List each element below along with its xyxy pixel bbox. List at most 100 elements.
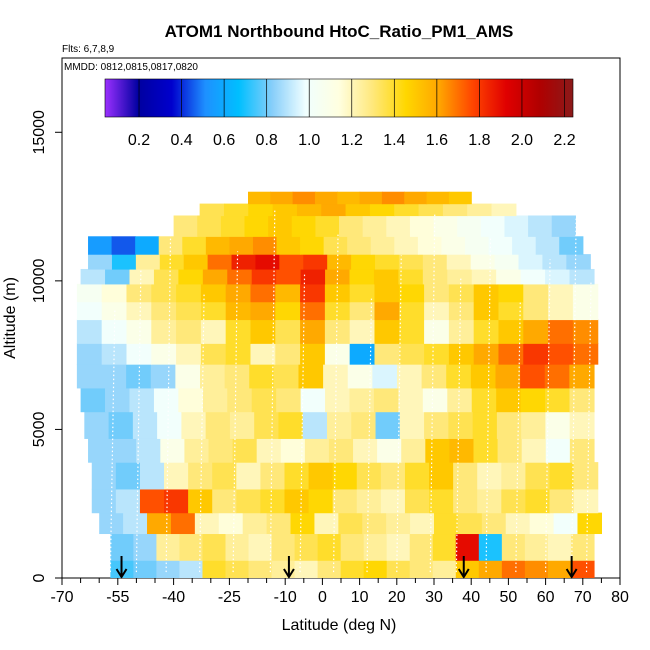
- heatmap-cell: [332, 462, 358, 490]
- flight-profile-line: [232, 251, 239, 573]
- heatmap-cell: [409, 215, 435, 237]
- heatmap-cell: [409, 560, 434, 578]
- x-axis-label: Latitude (deg N): [282, 617, 397, 634]
- heatmap-cell: [498, 343, 524, 365]
- heatmap-cell: [151, 283, 177, 303]
- heatmap-cell: [300, 343, 326, 365]
- heatmap-cell: [110, 533, 134, 561]
- heatmap-cell: [248, 191, 271, 205]
- heatmap-cell: [339, 215, 364, 237]
- heatmap-cell: [80, 387, 106, 413]
- heatmap-cell: [524, 533, 549, 561]
- heatmap-cell: [471, 387, 497, 413]
- heatmap-cell: [548, 283, 574, 303]
- heatmap-cell: [200, 343, 227, 365]
- colorbar-tick-label: 0.8: [256, 132, 278, 149]
- x-tick-label: 60: [537, 589, 555, 606]
- heatmap-cell: [272, 203, 298, 217]
- flight-profile-line: [269, 210, 276, 573]
- heatmap-cell: [91, 488, 117, 514]
- heatmap-cell: [497, 438, 523, 463]
- heatmap-cell: [442, 203, 468, 217]
- flight-profile-line: [545, 259, 551, 573]
- flight-profile-line: [571, 218, 577, 573]
- heatmap-cell: [178, 387, 204, 413]
- heatmap-cell: [386, 560, 411, 578]
- heatmap-cell: [448, 191, 472, 205]
- heatmap-cell: [290, 512, 316, 535]
- heatmap-cell: [496, 268, 522, 285]
- heatmap-cell: [242, 512, 268, 535]
- heatmap-cell: [229, 236, 254, 255]
- heatmap-cell: [256, 438, 282, 463]
- heatmap-cell: [252, 236, 278, 255]
- heatmap-cell: [491, 203, 517, 217]
- heatmap-cell: [426, 191, 450, 205]
- heatmap-cell: [374, 319, 400, 344]
- heatmap-cell: [448, 343, 475, 365]
- heatmap-cell: [370, 236, 395, 255]
- heatmap-cell: [447, 268, 473, 285]
- heatmap-cell: [218, 512, 244, 535]
- heatmap-cell: [212, 462, 237, 490]
- heatmap-cell: [112, 438, 137, 463]
- heatmap-cell: [473, 283, 500, 303]
- heatmap-cell: [88, 254, 113, 270]
- heatmap-cell: [399, 283, 425, 303]
- heatmap-cell: [202, 387, 228, 413]
- heatmap-cell: [76, 343, 103, 365]
- heatmap-cell: [528, 215, 553, 237]
- heatmap-cell: [351, 254, 376, 270]
- flight-profile-line: [396, 255, 402, 573]
- flight-profile-line: [455, 277, 462, 573]
- y-tick-label: 5000: [31, 412, 48, 448]
- heatmap-cell: [323, 364, 349, 389]
- heatmap-cell: [359, 191, 383, 205]
- heatmap-cell: [404, 488, 430, 514]
- colorbar-tick-label: 1.8: [468, 132, 490, 149]
- heatmap-cell: [276, 268, 302, 285]
- heatmap-cell: [569, 268, 595, 285]
- heatmap-cell: [572, 283, 599, 303]
- heatmap-cell: [525, 488, 551, 514]
- x-tick-label: 50: [500, 589, 518, 606]
- flight-profile-lines: [109, 210, 592, 573]
- heatmap-cell: [449, 438, 475, 463]
- heatmap-cell: [424, 283, 450, 303]
- heatmap-cell: [434, 512, 459, 535]
- heatmap-cell: [477, 462, 502, 490]
- heatmap-cell: [545, 411, 571, 439]
- heatmap-cell: [139, 488, 165, 514]
- heatmap-cell: [314, 191, 338, 205]
- y-tick-label: 10000: [31, 259, 48, 304]
- heatmap-cell: [176, 319, 202, 344]
- heatmap-cell: [380, 488, 406, 514]
- heatmap-cell: [496, 387, 522, 413]
- x-tick-label: 40: [462, 589, 480, 606]
- heatmap-cell: [398, 387, 424, 413]
- heatmap-cell: [294, 560, 319, 578]
- heatmap-cell: [345, 203, 371, 217]
- heatmap-cell: [512, 236, 537, 255]
- heatmap-cell: [465, 236, 490, 255]
- heatmap-cell: [298, 364, 324, 389]
- heatmap-cell: [488, 236, 513, 255]
- heatmap-cell: [353, 438, 378, 463]
- heatmap-cell: [547, 533, 572, 561]
- heatmap-cell: [229, 411, 255, 439]
- heatmap-cell: [373, 387, 399, 413]
- heatmap-cell: [300, 301, 326, 321]
- heatmap-cell: [225, 533, 250, 561]
- latitude-arrow-head: [457, 568, 470, 579]
- heatmap-cell: [251, 268, 277, 285]
- heatmap-cell: [473, 438, 499, 463]
- heatmap-cell: [276, 236, 301, 255]
- flight-profile-line: [165, 228, 172, 573]
- heatmap-cell: [481, 512, 507, 535]
- heatmap-cell: [260, 462, 286, 490]
- heatmap-cell: [505, 512, 531, 535]
- latitude-arrow-head: [115, 568, 128, 579]
- heatmap-cell: [520, 387, 546, 413]
- heatmap-cell: [296, 203, 322, 217]
- heatmap-cell: [410, 512, 435, 535]
